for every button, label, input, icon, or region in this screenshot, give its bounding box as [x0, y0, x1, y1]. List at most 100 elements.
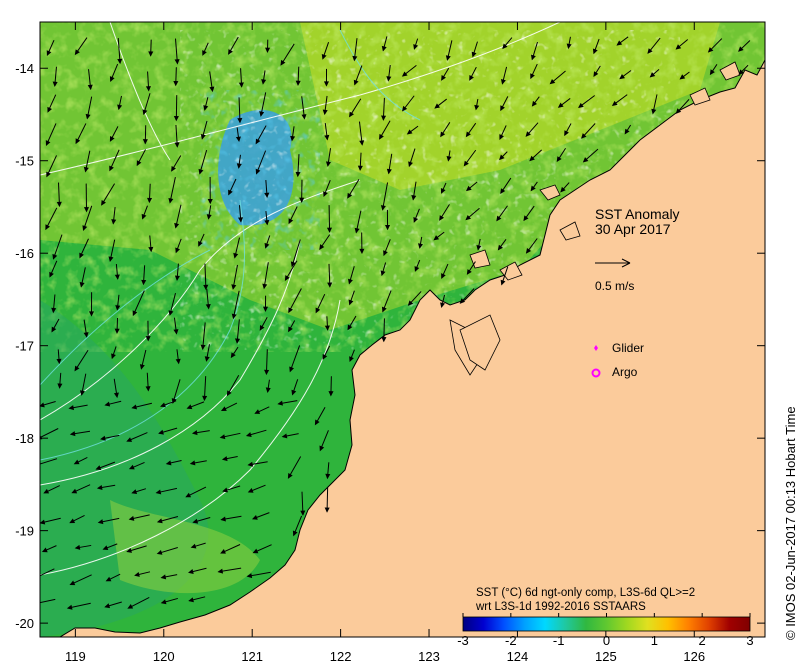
current-vector-head [738, 69, 744, 75]
current-vector-head [259, 325, 265, 331]
current-vector-head [301, 114, 307, 120]
current-vector-head [264, 219, 270, 226]
colorbar [462, 616, 751, 632]
current-vector-head [500, 188, 506, 195]
current-vector-head [417, 243, 423, 249]
current-vector-head [251, 514, 258, 520]
colorbar-tick-label: 3 [746, 633, 753, 648]
current-vector-head [348, 299, 354, 306]
current-vector [175, 38, 178, 64]
current-vector-head [126, 437, 133, 442]
current-vector [288, 288, 302, 313]
colorbar-tick-label: -1 [553, 633, 565, 648]
current-vector-head [247, 461, 254, 467]
current-vector-head [530, 73, 535, 80]
lat-tick-label: -17 [15, 339, 34, 354]
current-vector-head [83, 332, 89, 338]
current-vector [256, 150, 267, 174]
current-vector [202, 322, 206, 350]
current-vector-head [465, 214, 472, 221]
current-vector-head [142, 139, 148, 145]
current-vector-head [198, 168, 204, 175]
current-vector [263, 262, 269, 289]
current-vector-head [347, 192, 353, 199]
current-vector [238, 97, 241, 123]
current-vector-head [109, 76, 115, 82]
current-vector-head [222, 487, 228, 493]
current-vector-head [326, 227, 333, 233]
current-vector-head [262, 283, 268, 290]
current-vector-head [188, 597, 194, 603]
current-vector-head [238, 82, 244, 88]
current-vector-head [262, 306, 269, 312]
current-vector-head [237, 118, 243, 124]
current-vector-head [74, 365, 80, 372]
current-vector-head [141, 213, 147, 220]
current-vector-head [205, 303, 211, 310]
current-vector-head [217, 568, 224, 574]
current-vector-head [433, 235, 440, 241]
current-vector-head [288, 307, 293, 314]
current-vector-head [525, 131, 531, 137]
current-vector-head [174, 222, 180, 229]
current-vector-head [168, 310, 174, 316]
current-vector-head [261, 79, 267, 85]
current-vector-head [234, 338, 241, 344]
current-vector-head [386, 76, 392, 82]
current-vector-head [411, 195, 417, 201]
current-vector-head [115, 305, 121, 311]
current-vector-head [619, 74, 625, 80]
current-vector-head [406, 129, 413, 135]
current-vector-head [131, 489, 138, 495]
current-vector-head [299, 197, 305, 203]
current-vector-head [327, 282, 333, 288]
current-vector-head [557, 102, 564, 108]
current-vector-head [288, 218, 294, 225]
current-vector-head [202, 50, 207, 56]
current-vector-head [265, 47, 271, 53]
colorbar-tick-label: 2 [699, 633, 706, 648]
current-vector-head [401, 71, 408, 77]
current-vector-head [104, 401, 111, 407]
current-vector-head [160, 574, 167, 580]
current-vector-head [381, 336, 387, 343]
current-vector-head [459, 298, 466, 304]
current-vector-head [187, 569, 194, 574]
current-vector-head [132, 310, 138, 317]
current-vector-head [245, 432, 252, 438]
current-vector-head [40, 519, 46, 525]
current-vector-head [114, 328, 120, 334]
current-vector-head [500, 105, 505, 112]
current-vector-head [349, 356, 354, 363]
current-vector-head [156, 549, 163, 555]
current-vector-head [383, 250, 388, 257]
current-vector-head [45, 140, 51, 147]
current-vector-head [471, 51, 477, 58]
colorbar-tick-label: 1 [651, 633, 658, 648]
current-vector-head [108, 256, 114, 263]
current-vector-head [136, 160, 142, 167]
current-vector-head [445, 55, 451, 61]
current-vector-head [105, 576, 112, 582]
current-vector-head [380, 205, 386, 211]
current-vector-head [439, 215, 445, 221]
current-vector-head [46, 171, 51, 178]
current-vector-head [145, 386, 151, 392]
current-vector-head [209, 86, 215, 93]
current-vector-head [52, 81, 58, 87]
current-vector-head [499, 154, 505, 161]
lon-tick-label: 123 [418, 649, 440, 664]
current-vector-head [476, 245, 482, 251]
current-vector-head [174, 59, 180, 65]
coastal-islands [449, 61, 741, 376]
colorbar-tick-label: 0 [603, 633, 610, 648]
current-vector-head [126, 547, 132, 553]
current-vector-head [530, 54, 536, 61]
current-vector-head [325, 161, 331, 167]
current-vector-head [66, 604, 73, 610]
current-vector [40, 458, 58, 465]
current-vector [40, 598, 56, 604]
current-vector-head [40, 402, 45, 408]
current-vector-head [101, 199, 106, 206]
current-vector-head [675, 108, 682, 114]
